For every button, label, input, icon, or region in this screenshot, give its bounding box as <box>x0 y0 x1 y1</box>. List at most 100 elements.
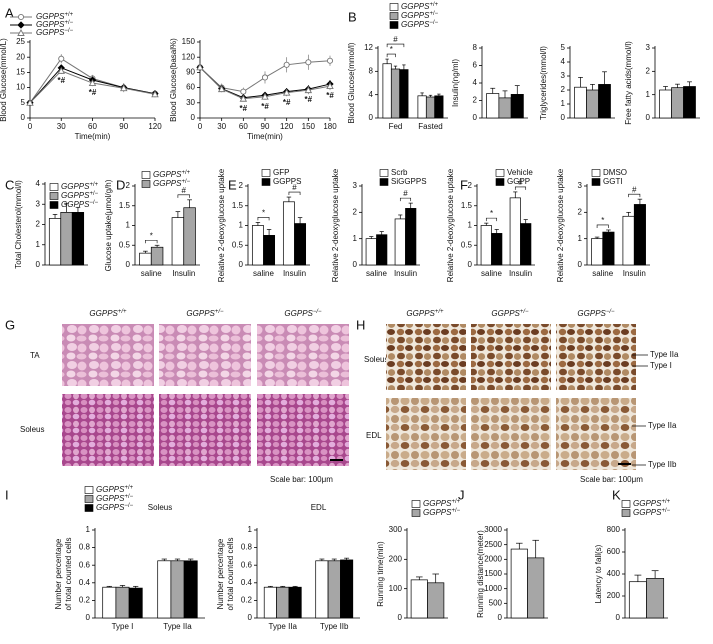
legend-swatch <box>379 169 389 177</box>
y-tick-label: 500 <box>489 598 503 607</box>
legend-label: GGPPS−/− <box>96 503 134 513</box>
bar <box>486 93 500 119</box>
y-tick-label: 0 <box>398 613 403 622</box>
x-axis-label: Time(min) <box>75 132 111 141</box>
bracket <box>628 193 641 198</box>
bar <box>157 560 172 619</box>
y-tick-label: 3 <box>561 71 566 80</box>
x-tick-label: 30 <box>217 122 226 131</box>
y-tick-label: 3000 <box>484 525 502 534</box>
row-label: EDL <box>366 431 382 440</box>
panel-label: D <box>116 177 125 192</box>
row-label: Soleus <box>364 355 388 364</box>
column-header: GGPPS−/− <box>284 309 322 319</box>
panel-label: K <box>612 487 621 502</box>
y-tick-label: 4 <box>473 78 478 87</box>
y-tick-label: 200 <box>607 591 621 600</box>
legend-swatch <box>379 178 389 186</box>
bar <box>671 87 684 119</box>
fiber-label: Type IIa <box>650 350 679 359</box>
bar <box>586 89 599 119</box>
annotation: *# <box>240 104 248 113</box>
legend-label: GGPPS+/− <box>401 11 439 21</box>
bracket <box>288 191 301 196</box>
y-tick-label: 10 <box>16 83 25 92</box>
legend-label: GGPPS−/− <box>36 28 74 38</box>
legend-label: SiGGPPS <box>391 177 427 186</box>
y-tick-label: 1.5 <box>461 201 473 210</box>
marker <box>119 84 128 92</box>
y-tick-label: 4 <box>561 57 566 66</box>
x-tick-label: saline <box>253 269 274 278</box>
annotation: *# <box>305 95 313 104</box>
panel-label: J <box>458 487 465 502</box>
bar <box>183 560 198 619</box>
legend-swatch <box>261 178 271 186</box>
legend-swatch <box>591 178 601 186</box>
legend-label: GGPPS+/− <box>153 179 191 189</box>
y-axis-label: Running distance(meter) <box>476 530 485 618</box>
bracket <box>596 224 609 228</box>
panel-label: A <box>5 5 14 20</box>
y-tick-label: 0 <box>353 260 358 269</box>
y-tick-label: 3 <box>646 43 651 52</box>
annotation: * <box>150 231 153 240</box>
y-tick-label: 3 <box>36 199 41 208</box>
y-tick-label: 0 <box>468 260 473 269</box>
bar <box>251 225 264 266</box>
marker <box>240 88 247 95</box>
legend-swatch <box>621 509 631 517</box>
y-axis-label: Blood Glucose(basal%) <box>169 38 178 122</box>
x-tick-label: 0 <box>198 122 203 131</box>
legend-label: GGPPS+/+ <box>96 485 134 495</box>
y-tick-label: 120 <box>182 52 196 61</box>
legend-swatch <box>495 169 505 177</box>
legend-label: GGPPS+/+ <box>36 12 74 22</box>
y-axis-label: Relative 2-deoxyglucose uptake <box>331 168 340 282</box>
y-axis-label: Triglycerides(mmol/l) <box>539 46 548 120</box>
annotation: # <box>393 35 398 44</box>
x-tick-label: Type IIa <box>163 622 192 631</box>
bar <box>276 586 290 619</box>
panel-label: H <box>356 317 365 332</box>
bar <box>510 94 524 119</box>
y-tick-label: 1 <box>578 234 583 243</box>
legend-swatch <box>411 500 421 508</box>
y-tick-label: 6 <box>473 61 478 70</box>
micrograph <box>257 394 349 466</box>
y-tick-label: 5 <box>21 98 26 107</box>
bracket <box>257 217 270 221</box>
bar <box>327 560 341 619</box>
y-tick-label: 1 <box>86 525 91 534</box>
marker <box>304 86 313 94</box>
bar <box>390 68 401 119</box>
y-tick-label: 0 <box>239 260 244 269</box>
bar <box>115 586 130 619</box>
y-tick-label: 0 <box>498 613 503 622</box>
bar <box>183 207 196 266</box>
marker <box>326 57 334 64</box>
y-tick-label: 1 <box>36 240 41 249</box>
legend-label: GGTI <box>603 177 623 186</box>
micrograph <box>159 394 251 466</box>
y-tick-label: 2 <box>126 181 131 190</box>
y-tick-label: 5 <box>561 43 566 52</box>
y-tick-label: 4 <box>369 90 374 99</box>
micrograph <box>257 324 349 386</box>
bar <box>520 223 532 266</box>
legend-swatch <box>49 192 59 200</box>
y-tick-label: 1 <box>353 234 358 243</box>
y-tick-label: 400 <box>607 569 621 578</box>
marker <box>26 98 34 106</box>
y-axis-label: Latency to fall(s) <box>594 544 603 603</box>
x-tick-label: Fed <box>389 122 403 131</box>
y-tick-label: 3 <box>578 181 583 190</box>
bar <box>434 95 444 119</box>
legend-label: GGPPS+/+ <box>423 499 461 509</box>
bar <box>394 218 406 266</box>
y-tick-label: 1 <box>248 525 253 534</box>
bar <box>263 235 276 266</box>
y-axis-label: Total Cholesterol(mmol/l) <box>14 180 23 269</box>
y-tick-label: 8 <box>473 43 478 52</box>
bar <box>48 218 62 266</box>
